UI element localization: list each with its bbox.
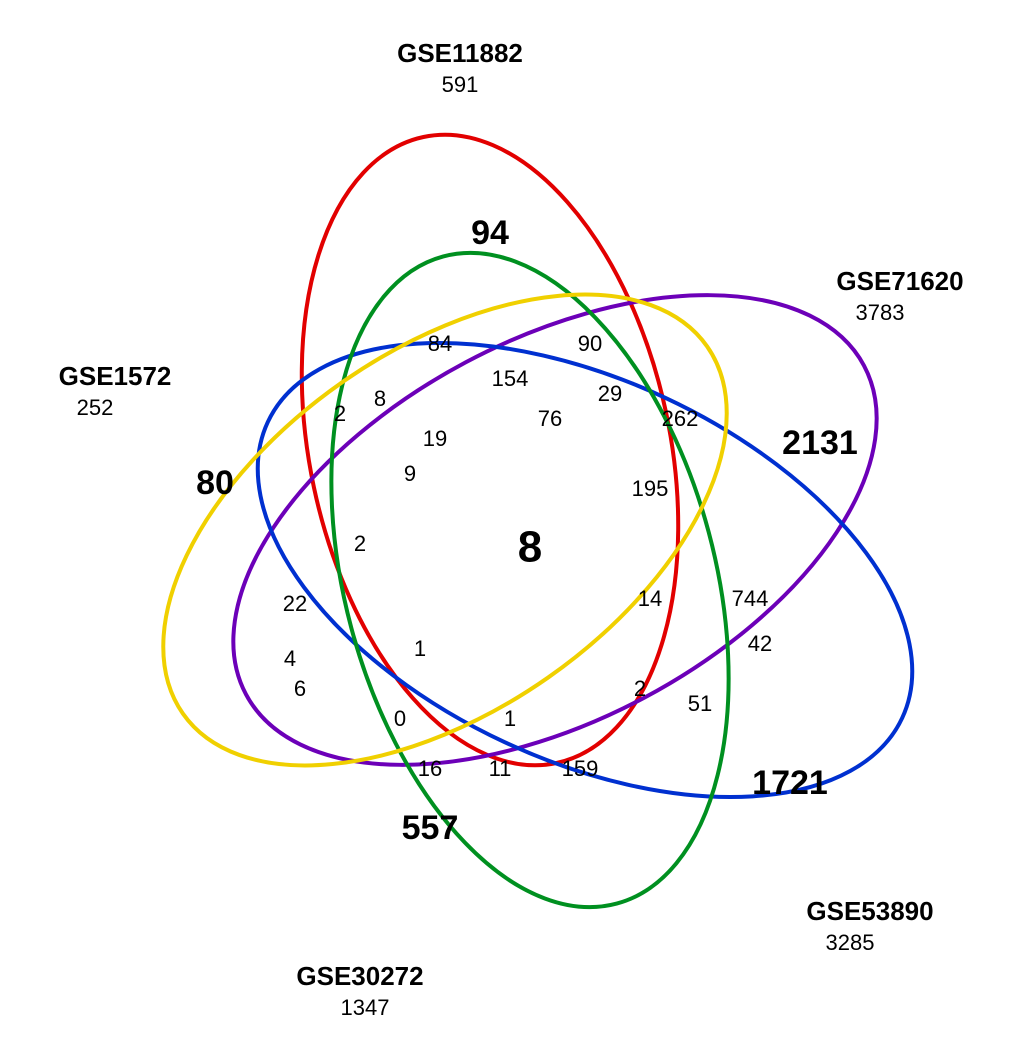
region-r2c: 2 xyxy=(634,676,646,701)
region-r19: 19 xyxy=(423,426,447,451)
region-r14: 14 xyxy=(638,586,662,611)
set-total-GSE71620: 3783 xyxy=(856,300,905,325)
set-title-GSE71620: GSE71620 xyxy=(836,266,963,296)
region-only71620: 2131 xyxy=(782,424,858,462)
region-r22: 22 xyxy=(283,591,307,616)
region-r154: 154 xyxy=(492,366,529,391)
region-r9: 9 xyxy=(404,461,416,486)
region-r159: 159 xyxy=(562,756,599,781)
set-total-GSE1572: 252 xyxy=(77,395,114,420)
region-r76: 76 xyxy=(538,406,562,431)
region-r2a: 2 xyxy=(334,401,346,426)
region-r262: 262 xyxy=(662,406,699,431)
region-center: 8 xyxy=(518,523,542,572)
region-r42: 42 xyxy=(748,631,772,656)
region-only11882: 94 xyxy=(471,214,509,252)
region-r744: 744 xyxy=(732,586,769,611)
set-title-GSE1572: GSE1572 xyxy=(59,361,172,391)
region-only1572: 80 xyxy=(196,464,234,502)
region-r195: 195 xyxy=(632,476,669,501)
set-title-GSE30272: GSE30272 xyxy=(296,961,423,991)
region-only53890: 1721 xyxy=(752,764,828,802)
region-r29: 29 xyxy=(598,381,622,406)
region-r0: 0 xyxy=(394,706,406,731)
region-r1b: 1 xyxy=(504,706,516,731)
set-total-GSE11882: 591 xyxy=(442,72,479,97)
set-title-GSE11882: GSE11882 xyxy=(397,38,523,68)
set-total-GSE30272: 1347 xyxy=(341,995,390,1020)
region-r11: 11 xyxy=(489,756,512,781)
ellipse-GSE11882 xyxy=(247,100,732,801)
region-r84: 84 xyxy=(428,331,452,356)
region-only30272: 557 xyxy=(402,809,459,847)
region-r16: 16 xyxy=(418,756,442,781)
region-r51: 51 xyxy=(688,691,712,716)
venn-diagram: GSE11882 591 GSE71620 3783 GSE53890 3285 GSE30… xyxy=(0,0,1020,1059)
region-r4: 4 xyxy=(284,646,296,671)
region-r1a: 1 xyxy=(414,636,426,661)
region-r6: 6 xyxy=(294,676,306,701)
region-r90: 90 xyxy=(578,331,602,356)
set-title-GSE53890: GSE53890 xyxy=(806,896,933,926)
region-r2b: 2 xyxy=(354,531,366,556)
region-r8b: 8 xyxy=(374,386,386,411)
set-total-GSE53890: 3285 xyxy=(826,930,875,955)
